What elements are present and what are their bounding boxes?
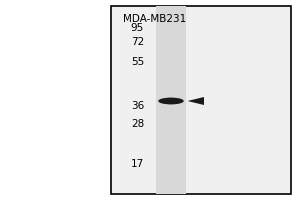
Text: 55: 55 bbox=[131, 57, 144, 67]
Text: MDA-MB231: MDA-MB231 bbox=[123, 14, 186, 24]
Text: 28: 28 bbox=[131, 119, 144, 129]
Text: 17: 17 bbox=[131, 159, 144, 169]
Text: 72: 72 bbox=[131, 37, 144, 47]
Ellipse shape bbox=[158, 98, 184, 104]
Text: 36: 36 bbox=[131, 101, 144, 111]
Text: 95: 95 bbox=[131, 23, 144, 33]
Polygon shape bbox=[188, 97, 204, 105]
Bar bbox=[156, 6, 186, 194]
Bar bbox=[111, 6, 291, 194]
